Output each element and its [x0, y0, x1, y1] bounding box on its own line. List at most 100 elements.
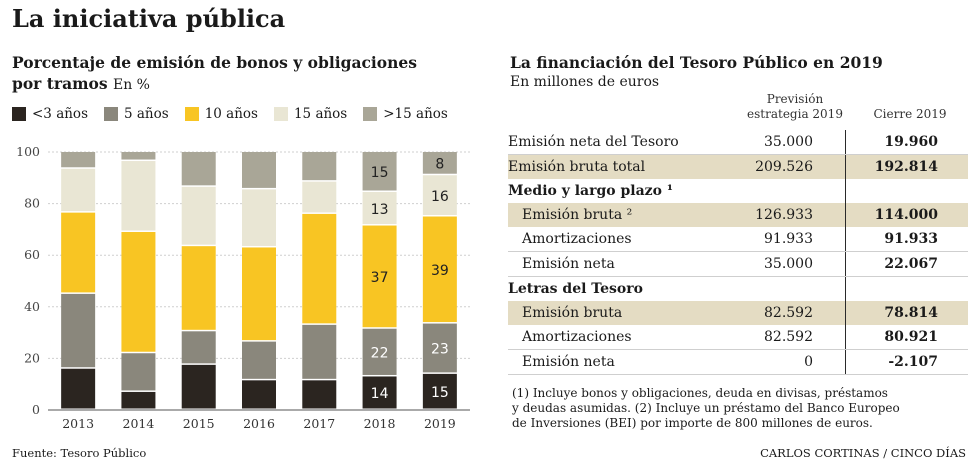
bar-segment: [121, 353, 156, 391]
legend-label: >15 años: [383, 106, 448, 122]
row-label: Amortizaciones: [508, 227, 713, 252]
y-tick-label: 20: [24, 350, 40, 365]
bar-segment: [181, 364, 216, 409]
row-value-cierre: 80.921: [846, 325, 968, 350]
data-label: 39: [431, 263, 449, 279]
data-label: 15: [371, 165, 389, 181]
bar-segment: [242, 152, 276, 188]
page-title: La iniciativa pública: [12, 4, 286, 33]
legend-item-lt3: <3 años: [12, 106, 88, 122]
footnote-line: (1) Incluye bonos y obligaciones, deuda …: [512, 386, 888, 400]
data-label: 8: [435, 157, 444, 173]
chart-unit: En %: [112, 77, 150, 93]
table-row: Emisión bruta 82.592 78.814: [508, 301, 968, 325]
data-label: 16: [431, 189, 449, 205]
bar-segment: [362, 328, 397, 375]
row-value-prevision: 35.000: [713, 130, 845, 155]
legend-swatch: [273, 107, 288, 121]
table-row: Emisión neta 35.000 22.067: [508, 251, 968, 277]
table-row: Emisión neta 0 -2.107: [508, 349, 968, 375]
table-row: Amortizaciones 82.592 80.921: [508, 325, 968, 350]
col-header-cierre: Cierre 2019: [873, 107, 947, 121]
legend-item-5: 5 años: [104, 106, 169, 122]
row-value-cierre: 192.814: [846, 154, 968, 179]
row-value-cierre: -2.107: [846, 349, 968, 375]
row-label: Amortizaciones: [508, 325, 713, 350]
row-value-cierre: 78.814: [846, 301, 968, 325]
chart-legend: <3 años 5 años 10 años 15 años >15 años: [12, 106, 464, 122]
table-section-row: Medio y largo plazo ¹: [508, 179, 968, 203]
bar-segment: [422, 175, 457, 215]
legend-item-gt15: >15 años: [363, 106, 448, 122]
section-label: Letras del Tesoro: [508, 281, 643, 297]
row-label: Emisión neta: [508, 251, 713, 277]
footnote-line: y deudas asumidas. (2) Incluye un présta…: [512, 401, 900, 415]
bar-segment: [61, 293, 96, 368]
bar-segment: [242, 247, 276, 341]
bar-segment: [181, 331, 216, 364]
bar-segment: [121, 231, 156, 352]
bar-segment: [422, 152, 457, 174]
bar-segment: [302, 324, 337, 379]
legend-label: <3 años: [32, 106, 88, 122]
bar-segment: [242, 341, 276, 379]
row-label: Emisión neta del Tesoro: [508, 130, 713, 155]
table-unit: En millones de euros: [510, 74, 660, 90]
source-note: Fuente: Tesoro Público: [12, 446, 147, 460]
bar-segment: [61, 212, 96, 293]
x-tick-label: 2017: [303, 416, 335, 431]
legend-swatch: [104, 107, 118, 121]
legend-swatch: [12, 107, 26, 121]
bar-segment: [121, 152, 156, 160]
row-value-cierre: 19.960: [846, 130, 968, 155]
row-label: Emisión neta: [508, 349, 713, 375]
footnotes: (1) Incluye bonos y obligaciones, deuda …: [512, 386, 952, 431]
column-divider: [845, 179, 846, 203]
col-header-prevision-line2: estrategia 2019: [747, 107, 843, 121]
table-row: Emisión neta del Tesoro 35.000 19.960: [508, 130, 968, 155]
bar-segment: [181, 152, 216, 186]
bar-segment: [362, 152, 397, 191]
row-value-prevision: 35.000: [713, 251, 845, 277]
y-tick-label: 60: [24, 247, 40, 262]
bar-segment: [61, 168, 96, 212]
column-divider: [845, 227, 846, 252]
x-tick-label: 2016: [243, 416, 275, 431]
x-tick-label: 2015: [183, 416, 215, 431]
bar-segment: [61, 368, 96, 409]
x-tick-label: 2013: [62, 416, 94, 431]
bar-segment: [181, 186, 216, 245]
legend-label: 15 años: [293, 106, 348, 122]
data-label: 13: [371, 202, 389, 218]
row-label: Emisión bruta ²: [508, 203, 713, 227]
x-tick-label: 2014: [123, 416, 155, 431]
column-divider: [845, 130, 846, 155]
data-label: 15: [431, 385, 449, 401]
row-value-cierre: 22.067: [846, 251, 968, 277]
column-divider: [845, 154, 846, 179]
table-title: La financiación del Tesoro Público en 20…: [510, 53, 883, 72]
table-row: Amortizaciones 91.933 91.933: [508, 227, 968, 252]
legend-swatch: [363, 107, 378, 121]
bar-segment: [422, 216, 457, 323]
row-value-cierre: 91.933: [846, 227, 968, 252]
legend-item-15: 15 años: [273, 106, 348, 122]
column-divider: [845, 276, 846, 301]
data-label: 14: [371, 386, 389, 402]
footnote-line: de Inversiones (BEI) por importe de 800 …: [512, 416, 873, 430]
chart-subtitle: Porcentaje de emisión de bonos y obligac…: [12, 52, 417, 96]
column-divider: [845, 301, 846, 325]
row-value-prevision: 91.933: [713, 227, 845, 252]
stacked-bar-chart: 0 20 40 60 80 100 2013 2014 2015 2016 2017 14 22 37 13…: [16, 144, 470, 431]
bar-segment: [302, 380, 337, 409]
y-tick-label: 40: [24, 299, 40, 314]
col-header-prevision-line1: Previsión: [766, 92, 824, 106]
legend-swatch: [184, 107, 199, 121]
bar-segment: [121, 391, 156, 409]
row-label: Emisión bruta total: [508, 154, 713, 179]
table-section-row: Letras del Tesoro: [508, 276, 968, 301]
table-row: Emisión bruta ² 126.933 114.000: [508, 203, 968, 227]
bar-segment: [362, 376, 397, 409]
y-tick-label: 100: [16, 144, 40, 159]
column-divider: [845, 325, 846, 350]
